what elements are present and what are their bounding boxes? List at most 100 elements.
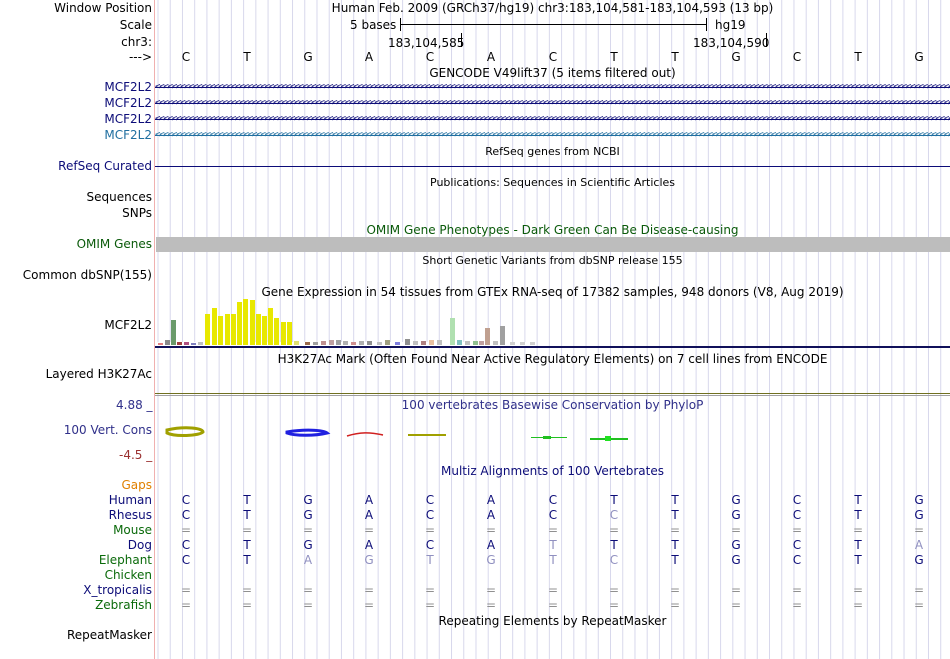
omim-label[interactable]: OMIM Genes [76, 237, 152, 251]
phylop-graph[interactable] [155, 424, 950, 446]
alignment-base: = [302, 598, 314, 612]
alignment-base: = [852, 583, 864, 597]
scale-value: 5 bases [350, 18, 397, 32]
alignment-base: G [914, 493, 924, 507]
species-label[interactable]: Chicken [104, 568, 152, 582]
base-letter: T [671, 50, 679, 64]
repeatmasker-label[interactable]: RepeatMasker [66, 628, 152, 642]
base-letter: C [548, 50, 558, 64]
omim-feature-bar[interactable] [156, 237, 950, 252]
window-position-label: Window Position [54, 1, 152, 15]
species-label[interactable]: Rhesus [108, 508, 152, 522]
gencode-title: GENCODE V49lift37 (5 items filtered out) [429, 66, 676, 80]
multiz-title: Multiz Alignments of 100 Vertebrates [440, 464, 665, 478]
phylop-min: -4.5 _ [119, 448, 153, 462]
gencode-gene-label[interactable]: MCF2L2 [104, 80, 152, 94]
alignment-base: C [181, 538, 191, 552]
alignment-base: = [669, 523, 681, 537]
base-letter: C [792, 50, 802, 64]
alignment-base: = [608, 583, 620, 597]
alignment-base: = [669, 598, 681, 612]
alignment-base: A [364, 493, 374, 507]
gtex-bar-chart[interactable] [155, 296, 950, 350]
alignment-base: = [913, 598, 925, 612]
alignment-base: A [303, 553, 313, 567]
h3k27ac-title: H3K27Ac Mark (Often Found Near Active Re… [277, 352, 828, 366]
base-letter: T [854, 50, 862, 64]
species-label[interactable]: X_tropicalis [83, 583, 152, 597]
alignment-base: G [303, 538, 313, 552]
alignment-base: = [180, 583, 192, 597]
alignment-base: = [241, 523, 253, 537]
alignment-base: = [608, 523, 620, 537]
alignment-base: = [547, 583, 559, 597]
alignment-base: G [731, 508, 741, 522]
species-label[interactable]: Elephant [98, 553, 152, 567]
base-letter: C [181, 50, 191, 64]
base-letter: G [914, 50, 924, 64]
alignment-base: G [731, 553, 741, 567]
alignment-base: T [610, 493, 618, 507]
alignment-base: A [914, 538, 924, 552]
coord-label-1: 183,104,585 [388, 36, 465, 50]
alignment-base: C [792, 553, 802, 567]
gtex-label[interactable]: MCF2L2 [104, 318, 152, 332]
species-label[interactable]: Zebrafish [95, 598, 152, 612]
alignment-base: = [363, 598, 375, 612]
alignment-base: = [913, 583, 925, 597]
h3k27ac-label[interactable]: Layered H3K27Ac [45, 367, 152, 381]
base-letter: T [243, 50, 251, 64]
alignment-base: C [425, 508, 435, 522]
snps-label[interactable]: SNPs [122, 206, 152, 220]
base-letter: G [731, 50, 741, 64]
alignment-base: C [181, 553, 191, 567]
sequences-label[interactable]: Sequences [86, 190, 152, 204]
gencode-gene-label[interactable]: MCF2L2 [104, 96, 152, 110]
alignment-base: = [791, 523, 803, 537]
alignment-base: T [243, 508, 251, 522]
alignment-base: = [302, 583, 314, 597]
gaps-label: Gaps [121, 478, 152, 492]
alignment-base: G [364, 553, 374, 567]
dbsnp-title: Short Genetic Variants from dbSNP releas… [422, 254, 683, 267]
alignment-base: G [303, 493, 313, 507]
scale-assembly: hg19 [715, 18, 746, 32]
dbsnp-label[interactable]: Common dbSNP(155) [22, 268, 152, 282]
refseq-label[interactable]: RefSeq Curated [58, 159, 152, 173]
alignment-base: C [609, 553, 619, 567]
alignment-base: T [243, 538, 251, 552]
alignment-base: T [426, 553, 434, 567]
scale-label: Scale [119, 18, 152, 32]
alignment-base: = [852, 598, 864, 612]
base-letter: G [303, 50, 313, 64]
alignment-base: G [731, 538, 741, 552]
alignment-base: = [547, 523, 559, 537]
gencode-gene-label[interactable]: MCF2L2 [104, 112, 152, 126]
species-label[interactable]: Mouse [113, 523, 152, 537]
scale-bar [400, 24, 707, 25]
species-label[interactable]: Human [108, 493, 152, 507]
species-label[interactable]: Dog [127, 538, 152, 552]
alignment-base: A [364, 538, 374, 552]
alignment-base: = [363, 583, 375, 597]
alignment-base: C [181, 493, 191, 507]
phylop-label[interactable]: 100 Vert. Cons [63, 423, 152, 437]
coord-label-2: 183,104,590 [693, 36, 770, 50]
gtex-title: Gene Expression in 54 tissues from GTEx … [261, 285, 844, 299]
alignment-base: = [669, 583, 681, 597]
alignment-base: T [854, 538, 862, 552]
refseq-line[interactable] [155, 166, 950, 167]
alignment-base: = [180, 598, 192, 612]
alignment-base: = [608, 598, 620, 612]
alignment-base: = [424, 523, 436, 537]
alignment-base: = [730, 523, 742, 537]
phylop-title: 100 vertebrates Basewise Conservation by… [401, 398, 704, 412]
alignment-base: = [791, 583, 803, 597]
alignment-base: C [548, 493, 558, 507]
alignment-base: G [731, 493, 741, 507]
gencode-gene-label[interactable]: MCF2L2 [104, 128, 152, 142]
alignment-base: C [792, 493, 802, 507]
alignment-base: T [854, 508, 862, 522]
gencode-gene-line [155, 87, 950, 88]
alignment-base: = [547, 598, 559, 612]
